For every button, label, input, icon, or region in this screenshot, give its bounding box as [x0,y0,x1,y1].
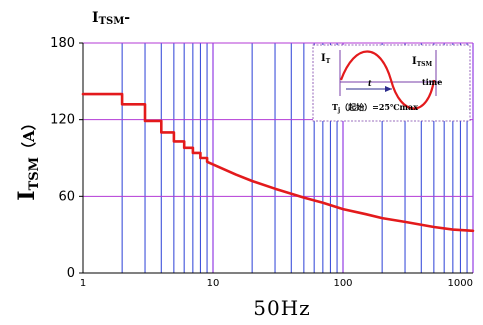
inset-label-itsm: ITSM [412,56,432,68]
inset-label-time: time [422,77,442,87]
inset-period-arrow [385,86,392,92]
y-axis-label: ITSM（A） [14,115,42,200]
vertical-grid [121,43,474,273]
inset-label-period: t [368,78,372,88]
top-label: ITSM- [92,10,130,27]
y-tick-label: 0 [67,266,75,281]
x-tick-labels: 1 10 100 1000 [80,278,473,289]
inset-label-tj: Tj（起始）=25℃max [332,102,418,114]
y-tick-labels: 0 60 120 180 [50,36,83,281]
x-tick-label: 1000 [448,278,473,289]
inset-label-it: IT [321,53,331,65]
y-tick-label: 120 [50,113,75,128]
x-tick-label: 10 [207,278,220,289]
x-tick-label: 100 [333,278,352,289]
series-group [81,92,475,233]
x-tick-label: 1 [80,278,86,289]
waveform-inset: IT ITSM t time Tj（起始）=25℃max [312,44,471,122]
x-axis-label: 50Hz [253,296,310,320]
series-line [81,92,475,233]
inset-sine-wave [339,50,436,110]
y-tick-label: 180 [50,36,75,51]
y-tick-label: 60 [58,189,75,204]
